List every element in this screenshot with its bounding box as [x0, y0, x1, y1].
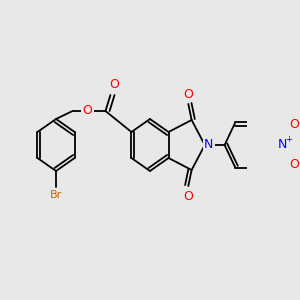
Text: O: O: [290, 118, 300, 131]
Text: O: O: [183, 88, 193, 100]
Text: N: N: [278, 139, 287, 152]
Text: N: N: [204, 139, 214, 152]
Text: O: O: [82, 104, 92, 118]
Text: Br: Br: [50, 190, 62, 200]
Text: O: O: [183, 190, 193, 202]
Text: O: O: [110, 79, 119, 92]
Text: -: -: [299, 156, 300, 166]
Text: O: O: [290, 158, 300, 172]
Text: +: +: [285, 136, 292, 145]
